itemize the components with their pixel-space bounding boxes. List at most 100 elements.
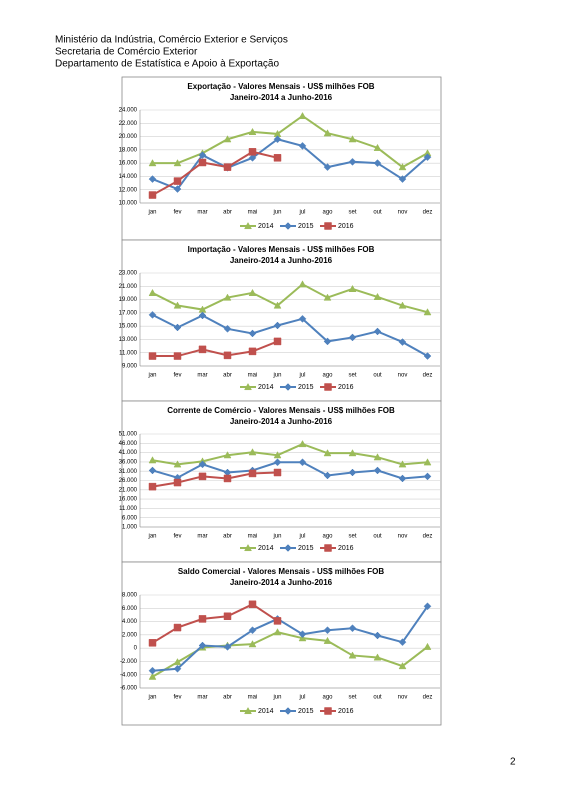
marker xyxy=(273,617,282,625)
x-tick-label: mar xyxy=(197,373,207,379)
y-tick-label: 9.000 xyxy=(122,364,138,370)
marker xyxy=(148,672,157,680)
x-tick-label: abr xyxy=(223,373,232,379)
chart-frame xyxy=(121,239,442,402)
marker xyxy=(298,630,307,639)
y-tick-label: 21.000 xyxy=(119,487,138,493)
marker xyxy=(248,347,257,356)
y-tick-label: 41.000 xyxy=(119,450,138,456)
series-line xyxy=(152,150,278,196)
x-tick-label: ago xyxy=(322,210,333,216)
marker xyxy=(173,301,182,309)
chart-title: Saldo Comercial - Valores Mensais - US$ … xyxy=(178,567,385,576)
marker xyxy=(148,466,157,475)
marker xyxy=(398,163,407,171)
header-line: Departamento de Estatística e Apoio à Ex… xyxy=(55,59,279,70)
marker xyxy=(198,151,207,160)
marker xyxy=(148,456,157,464)
y-tick-label: 31.000 xyxy=(119,469,138,475)
marker xyxy=(423,308,432,316)
y-tick-label: 0 xyxy=(134,646,138,652)
x-tick-label: fev xyxy=(173,210,181,216)
y-tick-label: 16.000 xyxy=(119,497,138,503)
y-tick-label: 36.000 xyxy=(119,459,138,465)
x-tick-label: nov xyxy=(398,534,408,540)
marker xyxy=(298,280,307,288)
marker xyxy=(373,143,382,151)
marker xyxy=(148,175,157,183)
series-line xyxy=(152,313,428,357)
marker xyxy=(273,321,282,330)
x-tick-label: mai xyxy=(248,695,258,701)
x-tick-label: jul xyxy=(298,210,305,216)
marker xyxy=(398,474,407,483)
x-tick-label: fev xyxy=(173,534,181,540)
marker xyxy=(323,337,332,346)
marker xyxy=(148,191,157,199)
marker xyxy=(173,177,182,185)
x-tick-label: out xyxy=(373,373,382,379)
marker xyxy=(148,310,157,319)
marker xyxy=(223,451,232,459)
marker xyxy=(323,293,332,301)
marker xyxy=(273,135,282,144)
x-tick-label: abr xyxy=(223,210,232,216)
y-tick-label: 20.000 xyxy=(119,134,138,140)
marker xyxy=(348,284,357,292)
x-tick-label: set xyxy=(348,695,356,701)
marker xyxy=(173,623,182,632)
y-tick-label: 46.000 xyxy=(119,441,138,447)
series-line xyxy=(152,340,278,358)
series-line xyxy=(152,138,429,191)
marker xyxy=(284,222,292,230)
marker xyxy=(244,382,252,391)
marker xyxy=(323,163,332,171)
marker xyxy=(173,323,182,332)
legend-label: 2015 xyxy=(298,708,314,715)
marker xyxy=(198,311,207,320)
x-tick-label: set xyxy=(348,373,356,379)
chart-title: Exportação - Valores Mensais - US$ milhõ… xyxy=(187,82,374,91)
chart-subtitle: Janeiro-2014 a Junho-2016 xyxy=(230,93,333,102)
marker xyxy=(324,383,332,391)
legend-label: 2014 xyxy=(258,545,274,552)
chart-title: Corrente de Comércio - Valores Mensais -… xyxy=(167,406,395,415)
x-tick-label: jul xyxy=(298,373,305,379)
header-line: Ministério da Indústria, Comércio Exteri… xyxy=(55,35,288,46)
x-tick-label: jun xyxy=(272,210,281,216)
y-tick-label: 21.000 xyxy=(119,284,138,290)
marker xyxy=(248,127,257,135)
x-tick-label: mai xyxy=(248,373,258,379)
legend-label: 2016 xyxy=(338,384,354,391)
marker xyxy=(284,544,292,552)
chart-title: Importação - Valores Mensais - US$ milhõ… xyxy=(188,245,375,254)
x-tick-label: mai xyxy=(248,210,258,216)
marker xyxy=(248,640,257,648)
marker xyxy=(373,466,382,475)
legend-label: 2015 xyxy=(298,545,314,552)
x-tick-label: abr xyxy=(223,534,232,540)
marker xyxy=(173,478,182,487)
marker xyxy=(223,135,232,143)
marker xyxy=(373,453,382,461)
marker xyxy=(248,148,257,156)
marker xyxy=(198,158,207,167)
marker xyxy=(298,111,307,120)
marker xyxy=(323,449,332,457)
marker xyxy=(323,626,332,635)
marker xyxy=(173,352,182,360)
marker xyxy=(423,458,432,466)
y-tick-label: 2.000 xyxy=(122,632,138,638)
marker xyxy=(198,345,207,354)
marker xyxy=(348,135,357,143)
legend-label: 2016 xyxy=(338,223,354,230)
x-tick-label: jun xyxy=(272,373,281,379)
marker xyxy=(324,544,332,552)
marker xyxy=(198,615,207,623)
x-tick-label: jul xyxy=(298,534,305,540)
x-tick-label: nov xyxy=(398,373,408,379)
marker xyxy=(148,639,157,647)
x-tick-label: jan xyxy=(147,210,156,216)
x-tick-label: abr xyxy=(223,695,232,701)
marker xyxy=(423,352,432,360)
